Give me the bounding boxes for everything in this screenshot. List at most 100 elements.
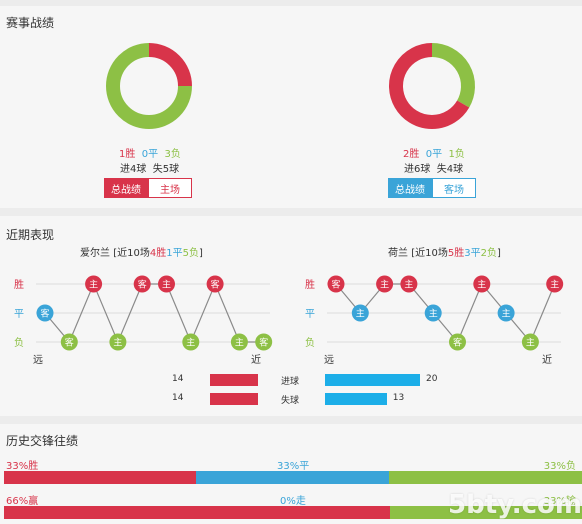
left-form-point [60,333,78,351]
history-row2-loss-bar [389,506,582,519]
right-conceded: 失4球 [436,164,464,175]
right-form-venue-label: 客 [453,337,462,349]
left-conceded-value: 14 [172,393,184,403]
record-title: 赛事战绩 [6,16,55,30]
right-form-point [521,333,539,351]
right-form-chart: 胜平负客主主 主主客主主主主远近 [305,275,564,366]
left-form-far-label: 远 [33,354,43,366]
left-form-venue-label: 主 [235,337,244,349]
history-row1-win-bar [4,471,197,484]
left-conceded: 失5球 [152,164,180,175]
left-donut-win-slice [148,43,192,87]
right-goals-line: 进6球 失4球 [404,160,463,175]
left-summary-suffix: ] [198,248,203,259]
left-form-venue-label: 客 [138,279,147,291]
left-form-point [230,333,248,351]
left-form-venue-label: 客 [259,337,268,349]
right-form-venue-label: 客 [331,279,340,291]
right-tab-overall[interactable]: 总战绩 [388,178,432,198]
left-form-row-label: 胜 [14,279,24,291]
history-row2-draw-label: 0%走 [280,496,306,507]
right-summary-suffix: ] [496,248,501,259]
right-wdl-line: 2胜 0平 1负 [403,145,465,160]
history-row2-win-label: 66%赢 [6,496,39,507]
left-conceded-bar [210,393,258,405]
history-row1-draw-bar [196,471,389,484]
left-form-point [109,333,127,351]
left-draw-count: 0平 [141,149,159,160]
right-donut-loss-slice [431,43,475,108]
left-form-venue-label: 主 [186,337,195,349]
right-form-row-label: 平 [305,309,315,320]
right-form-point [497,304,515,322]
right-summary-loss: 2负 [480,248,497,259]
right-summary-win: 5胜 [447,248,465,259]
left-donut-chart [106,43,192,129]
right-form-line [335,282,556,344]
right-form-venue-label: 主 [477,279,486,291]
left-form-point [158,275,175,293]
right-team-name: 荷兰 [388,248,408,259]
left-form-near-label: 近 [251,353,261,366]
left-form-point [182,333,200,351]
recent-panel: 近期表现 爱尔兰 [近10场4胜1平5负] 荷兰 [近10场5胜3平2负] 胜平… [0,216,582,416]
right-form-near-label: 近 [542,353,552,366]
right-donut-chart [389,43,475,129]
watermark: 5bty.com [448,490,582,520]
right-goals-bar [325,374,420,386]
left-win-count: 1胜 [119,149,136,160]
left-form-point [85,275,103,293]
left-form-row-label: 负 [14,336,24,349]
right-summary-draw: 3平 [464,248,481,259]
right-form-venue-label: 主 [380,279,389,291]
left-goals: 进4球 [120,164,147,175]
history-row2-win-bar [4,506,390,519]
left-form-venue-label: 客 [65,337,74,349]
left-form-point [36,304,54,322]
left-form-venue-label: 主 [113,337,122,349]
left-form-point [255,333,273,351]
left-loss-count: 3负 [164,149,181,160]
right-form-point [473,275,491,293]
right-goals: 进6球 [404,164,431,175]
left-form-point [133,275,151,293]
left-tab-home[interactable]: 主场 [148,178,192,198]
right-conceded-bar [325,393,387,405]
history-title: 历史交锋往绩 [6,434,79,448]
history-row1-draw-label: 33%平 [277,461,310,472]
right-form-venue-label: 主 [502,308,511,320]
record-panel: 赛事战绩 1胜 0平 3负 进4球 失5球 总战绩 主场 2胜 0平 1负 进6… [0,6,582,208]
right-recent-summary: 荷兰 [近10场5胜3平2负] [388,244,501,259]
left-goals-value: 14 [172,374,184,384]
left-form-row-label: 平 [14,309,24,320]
right-form-point [351,304,369,322]
left-form-point [206,275,224,293]
left-form-chart: 胜平负客客主主客 主主客主 客远近 [14,275,273,366]
left-summary-draw: 1平 [166,248,183,259]
right-form-point [400,275,418,293]
right-form-venue-label: 主 [550,279,559,291]
left-form-venue-label: 主 [89,279,98,291]
right-draw-count: 0平 [425,149,443,160]
right-summary-prefix: [近10场 [411,248,448,259]
right-tab-away[interactable]: 客场 [432,178,476,198]
right-form-point [424,304,442,322]
left-goals-line: 进4球 失5球 [120,160,179,175]
history-panel: 历史交锋往绩 33%胜 33%平 33%负 66%赢 0%走 33%输 5bty… [0,424,582,524]
right-form-venue-label: 主 [429,308,438,320]
right-win-count: 2胜 [403,149,420,160]
left-summary-win: 4胜 [149,248,167,259]
left-donut-loss-slice [106,43,192,129]
goals-label: 进球 [281,377,300,387]
left-tab-overall[interactable]: 总战绩 [104,178,148,198]
right-form-point [376,275,394,293]
history-row1-loss-label: 33%负 [543,461,576,472]
left-summary-prefix: [近10场 [113,248,150,259]
left-recent-summary: 爱尔兰 [近10场4胜1平5负] [80,244,203,259]
right-form-row-label: 负 [305,336,315,349]
right-goals-value: 20 [426,374,438,384]
left-form-venue-label: 主 [162,279,171,291]
left-wdl-line: 1胜 0平 3负 [119,145,181,160]
left-summary-loss: 5负 [182,248,199,259]
right-form-far-label: 远 [324,354,334,366]
